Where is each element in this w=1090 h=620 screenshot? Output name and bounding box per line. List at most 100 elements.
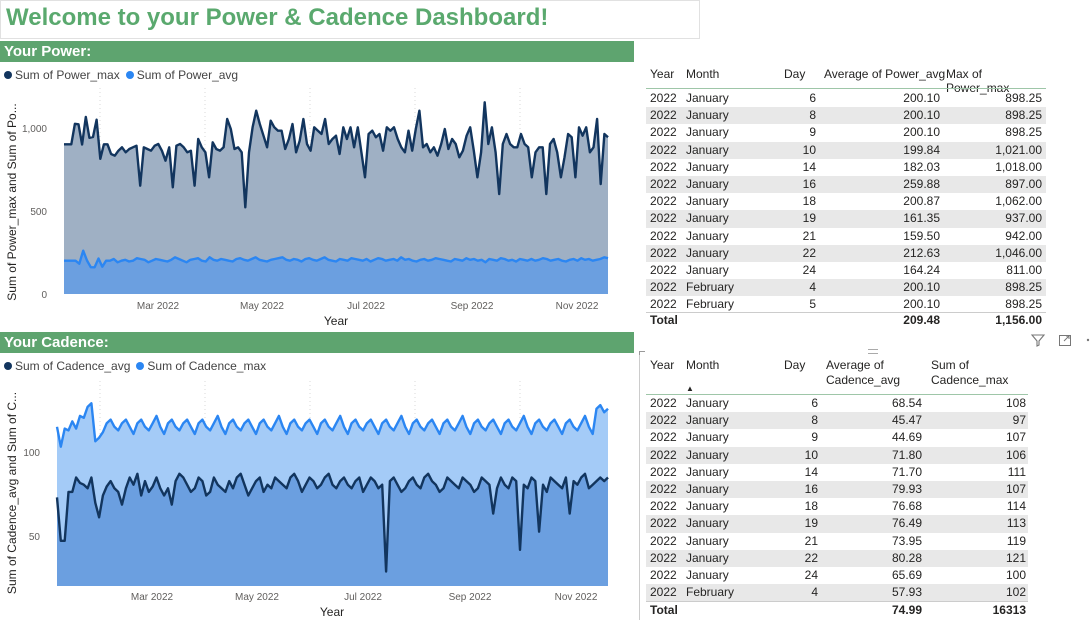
cadence-col-month[interactable]: Month <box>686 358 720 372</box>
cadence-cell-month: January <box>686 550 729 565</box>
table-row[interactable]: 2022 February 4 57.93 102 <box>646 584 1028 602</box>
legend-item-power-avg[interactable]: Sum of Power_avg <box>125 68 238 82</box>
table-row[interactable]: 2022 January 6 200.10 898.25 <box>646 90 1046 107</box>
cadence-cell-month: January <box>686 499 729 514</box>
legend-item-cadence-max[interactable]: Sum of Cadence_max <box>136 359 266 373</box>
cadence-cell-year: 2022 <box>650 464 677 479</box>
more-options-icon[interactable] <box>1080 332 1090 348</box>
power-cell-avg: 200.10 <box>903 91 940 105</box>
sort-ascending-icon[interactable]: ▲ <box>686 384 694 393</box>
cadence-cell-month: January <box>686 396 729 410</box>
table-row[interactable]: 2022 January 24 164.24 811.00 <box>646 262 1046 279</box>
table-row[interactable]: 2022 January 9 44.69 107 <box>646 429 1028 446</box>
legend-dot-power-avg <box>125 71 134 79</box>
table-row[interactable]: 2022 January 24 65.69 100 <box>646 567 1028 584</box>
cadence-cell-avg: 76.49 <box>891 516 922 531</box>
table-row[interactable]: 2022 January 16 79.93 107 <box>646 481 1028 499</box>
power-cell-year: 2022 <box>650 125 677 140</box>
cadence-cell-month: January <box>686 430 729 445</box>
table-row[interactable]: 2022 January 8 45.47 97 <box>646 412 1028 430</box>
cadence-cell-day: 16 <box>804 482 818 496</box>
power-col-day[interactable]: Day <box>784 67 806 81</box>
cadence-cell-max: 108 <box>1005 396 1026 410</box>
filter-icon[interactable] <box>1030 332 1046 348</box>
power-cell-max: 811.00 <box>1006 263 1042 277</box>
power-avg-area <box>64 250 608 294</box>
power-cell-year: 2022 <box>650 159 677 174</box>
cadence-cell-day: 24 <box>804 568 818 582</box>
cadence-col-day[interactable]: Day <box>784 358 806 372</box>
power-cell-month: January <box>686 159 729 174</box>
cadence-cell-max: 114 <box>1006 499 1026 514</box>
power-total-label: Total <box>650 313 678 327</box>
cadence-header-divider <box>646 394 1028 395</box>
power-cell-month: January <box>686 228 729 243</box>
legend-item-power-max[interactable]: Sum of Power_max <box>4 68 120 82</box>
table-row[interactable]: 2022 February 4 200.10 898.25 <box>646 279 1046 297</box>
cadence-col-year[interactable]: Year <box>650 358 675 372</box>
table-row[interactable]: 2022 January 21 73.95 119 <box>646 533 1028 550</box>
cadence-col-avg[interactable]: Average of Cadence_avg <box>826 358 901 387</box>
cadence-cell-year: 2022 <box>650 482 677 496</box>
cadence-legend: Sum of Cadence_avg Sum of Cadence_max <box>4 359 272 373</box>
power-cell-avg: 164.24 <box>903 263 940 277</box>
focus-mode-icon[interactable] <box>1057 332 1073 348</box>
title-frame <box>0 0 700 39</box>
cadence-chart[interactable]: 50 100 Mar 2022 May 2022 Jul 2022 Sep 20… <box>0 377 634 620</box>
table-row[interactable]: 2022 January 18 76.68 114 <box>646 498 1028 515</box>
table-row[interactable]: 2022 January 19 161.35 937.00 <box>646 210 1046 228</box>
power-y-axis-title: Sum of Power_max and Sum of Po... <box>5 103 19 300</box>
power-cell-day: 22 <box>802 245 816 260</box>
power-col-avg[interactable]: Average of Power_avg <box>824 67 946 81</box>
power-cell-day: 24 <box>802 263 816 277</box>
table-row[interactable]: 2022 January 18 200.87 1,062.00 <box>646 193 1046 210</box>
resize-handle-corner[interactable] <box>639 351 645 357</box>
cadence-cell-day: 14 <box>804 464 818 479</box>
power-col-year[interactable]: Year <box>650 67 675 81</box>
table-row[interactable]: 2022 January 8 200.10 898.25 <box>646 107 1046 125</box>
cadence-cell-avg: 76.68 <box>891 499 922 514</box>
cadence-cell-avg: 44.69 <box>891 430 922 445</box>
table-row[interactable]: 2022 February 5 200.10 898.25 <box>646 296 1046 313</box>
table-row[interactable]: 2022 January 16 259.88 897.00 <box>646 176 1046 194</box>
power-cell-day: 4 <box>809 280 816 295</box>
power-cell-year: 2022 <box>650 142 677 157</box>
power-cell-month: January <box>686 211 729 226</box>
power-x-axis-title: Year <box>324 314 348 328</box>
power-header-divider <box>646 88 1046 89</box>
table-row[interactable]: 2022 January 21 159.50 942.00 <box>646 228 1046 245</box>
cadence-y-tick-50: 50 <box>29 532 41 543</box>
power-x-tick-nov: Nov 2022 <box>556 301 599 312</box>
cadence-cell-avg: 65.69 <box>891 568 922 582</box>
cadence-cell-max: 107 <box>1005 430 1026 445</box>
power-col-month[interactable]: Month <box>686 67 720 81</box>
table-row[interactable]: 2022 January 14 182.03 1,018.00 <box>646 159 1046 176</box>
table-row[interactable]: 2022 January 9 200.10 898.25 <box>646 124 1046 141</box>
table-row[interactable]: 2022 January 22 212.63 1,046.00 <box>646 244 1046 262</box>
power-cell-month: January <box>686 263 729 277</box>
table-row[interactable]: 2022 January 22 80.28 121 <box>646 549 1028 567</box>
power-cell-day: 18 <box>802 194 816 209</box>
cadence-cell-day: 19 <box>804 516 818 531</box>
power-cell-day: 14 <box>802 159 816 174</box>
power-cell-max: 942.00 <box>1005 228 1042 243</box>
cadence-y-axis-title: Sum of Cadence_avg and Sum of C... <box>5 392 19 594</box>
cadence-col-max[interactable]: Sum of Cadence_max <box>931 358 1009 387</box>
cadence-cell-month: February <box>686 585 735 600</box>
legend-item-cadence-avg[interactable]: Sum of Cadence_avg <box>4 359 130 373</box>
drag-handle[interactable] <box>868 349 878 354</box>
dashboard-title: Welcome to your Power & Cadence Dashboar… <box>6 4 549 31</box>
power-cell-max: 898.25 <box>1005 280 1042 295</box>
table-row[interactable]: 2022 January 10 71.80 106 <box>646 446 1028 464</box>
table-row[interactable]: 2022 January 10 199.84 1,021.00 <box>646 141 1046 159</box>
table-row[interactable]: 2022 January 6 68.54 108 <box>646 395 1028 412</box>
table-row[interactable]: 2022 January 14 71.70 111 <box>646 464 1028 481</box>
power-cell-day: 9 <box>809 125 816 140</box>
legend-label-cadence-avg: Sum of Cadence_avg <box>15 359 131 373</box>
cadence-cell-max: 102 <box>1005 585 1026 600</box>
power-chart[interactable]: 0 500 1,000 Mar 2022 May 2022 Jul 2022 S… <box>0 86 634 330</box>
power-cell-year: 2022 <box>650 263 677 277</box>
table-row[interactable]: 2022 January 19 76.49 113 <box>646 515 1028 533</box>
cadence-y-tick-100: 100 <box>23 448 40 459</box>
cadence-section-header: Your Cadence: <box>0 332 634 353</box>
